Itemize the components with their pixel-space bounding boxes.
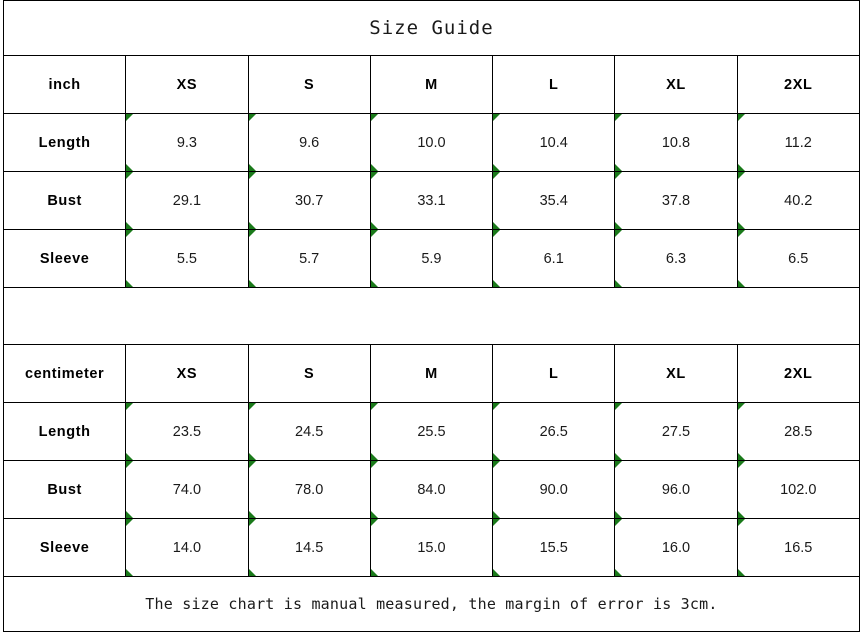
- cell-inch-bust-m: 33.1: [369, 171, 494, 230]
- size-header-cm-m: M: [369, 344, 494, 403]
- spacer-row: [3, 287, 860, 345]
- measure-label-length-cm: Length: [2, 402, 127, 461]
- cell-inch-length-2xl: 11.2: [736, 113, 860, 172]
- cell-cm-bust-m: 84.0: [369, 460, 494, 519]
- page-title: Size Guide: [3, 0, 860, 56]
- cell-inch-bust-2xl: 40.2: [736, 171, 860, 230]
- cell-inch-sleeve-2xl: 6.5: [736, 229, 860, 288]
- cell-inch-bust-xs: 29.1: [125, 171, 249, 230]
- table-row: Sleeve 5.5 5.7 5.9 6.1 6.3 6.5: [2, 229, 860, 288]
- header-row-inch: inch XS S M L XL 2XL: [2, 55, 860, 114]
- cell-cm-length-xl: 27.5: [614, 402, 738, 461]
- cell-cm-bust-2xl: 102.0: [736, 460, 860, 519]
- measure-label-length-inch: Length: [2, 113, 127, 172]
- measurement-disclaimer: The size chart is manual measured, the m…: [3, 576, 860, 632]
- cell-inch-sleeve-m: 5.9: [369, 229, 494, 288]
- cell-cm-sleeve-xs: 14.0: [125, 518, 249, 577]
- size-header-m: M: [369, 55, 494, 114]
- cell-cm-length-s: 24.5: [247, 402, 371, 461]
- cell-cm-bust-l: 90.0: [492, 460, 616, 519]
- measure-label-bust-cm: Bust: [2, 460, 127, 519]
- size-header-2xl: 2XL: [736, 55, 860, 114]
- unit-label-inch: inch: [2, 55, 127, 114]
- title-row: Size Guide: [3, 0, 860, 56]
- cell-inch-length-s: 9.6: [247, 113, 371, 172]
- cell-cm-bust-s: 78.0: [247, 460, 371, 519]
- footer-row: The size chart is manual measured, the m…: [3, 576, 860, 632]
- cell-cm-length-xs: 23.5: [125, 402, 249, 461]
- measure-label-sleeve-cm: Sleeve: [2, 518, 127, 577]
- cell-cm-sleeve-l: 15.5: [492, 518, 616, 577]
- cell-inch-length-xl: 10.8: [614, 113, 738, 172]
- cell-cm-bust-xs: 74.0: [125, 460, 249, 519]
- measure-label-bust-inch: Bust: [2, 171, 127, 230]
- cell-inch-bust-xl: 37.8: [614, 171, 738, 230]
- table-row: Length 9.3 9.6 10.0 10.4 10.8 11.2: [2, 113, 860, 172]
- cell-inch-sleeve-xs: 5.5: [125, 229, 249, 288]
- cell-inch-sleeve-xl: 6.3: [614, 229, 738, 288]
- table-row: Length 23.5 24.5 25.5 26.5 27.5 28.5: [2, 402, 860, 461]
- cell-cm-length-l: 26.5: [492, 402, 616, 461]
- cell-inch-length-m: 10.0: [369, 113, 494, 172]
- cell-cm-bust-xl: 96.0: [614, 460, 738, 519]
- measure-label-sleeve-inch: Sleeve: [2, 229, 127, 288]
- cell-inch-length-l: 10.4: [492, 113, 616, 172]
- table-row: Sleeve 14.0 14.5 15.0 15.5 16.0 16.5: [2, 518, 860, 577]
- header-row-centimeter: centimeter XS S M L XL 2XL: [2, 344, 860, 403]
- table-row: Bust 29.1 30.7 33.1 35.4 37.8 40.2: [2, 171, 860, 230]
- size-header-xl: XL: [614, 55, 738, 114]
- cell-cm-sleeve-xl: 16.0: [614, 518, 738, 577]
- cell-cm-length-2xl: 28.5: [736, 402, 860, 461]
- table-row: Bust 74.0 78.0 84.0 90.0 96.0 102.0: [2, 460, 860, 519]
- size-header-cm-2xl: 2XL: [736, 344, 860, 403]
- cell-inch-sleeve-s: 5.7: [247, 229, 371, 288]
- cell-inch-bust-s: 30.7: [247, 171, 371, 230]
- size-header-l: L: [492, 55, 616, 114]
- size-header-cm-s: S: [247, 344, 371, 403]
- cell-inch-bust-l: 35.4: [492, 171, 616, 230]
- table-spacer: [3, 287, 860, 345]
- cell-inch-length-xs: 9.3: [125, 113, 249, 172]
- cell-cm-sleeve-2xl: 16.5: [736, 518, 860, 577]
- size-header-cm-xl: XL: [614, 344, 738, 403]
- size-header-cm-xs: XS: [125, 344, 249, 403]
- cell-cm-sleeve-m: 15.0: [369, 518, 494, 577]
- size-header-cm-l: L: [492, 344, 616, 403]
- size-header-s: S: [247, 55, 371, 114]
- cell-inch-sleeve-l: 6.1: [492, 229, 616, 288]
- cell-cm-length-m: 25.5: [369, 402, 494, 461]
- size-header-xs: XS: [125, 55, 249, 114]
- cell-cm-sleeve-s: 14.5: [247, 518, 371, 577]
- unit-label-centimeter: centimeter: [2, 344, 127, 403]
